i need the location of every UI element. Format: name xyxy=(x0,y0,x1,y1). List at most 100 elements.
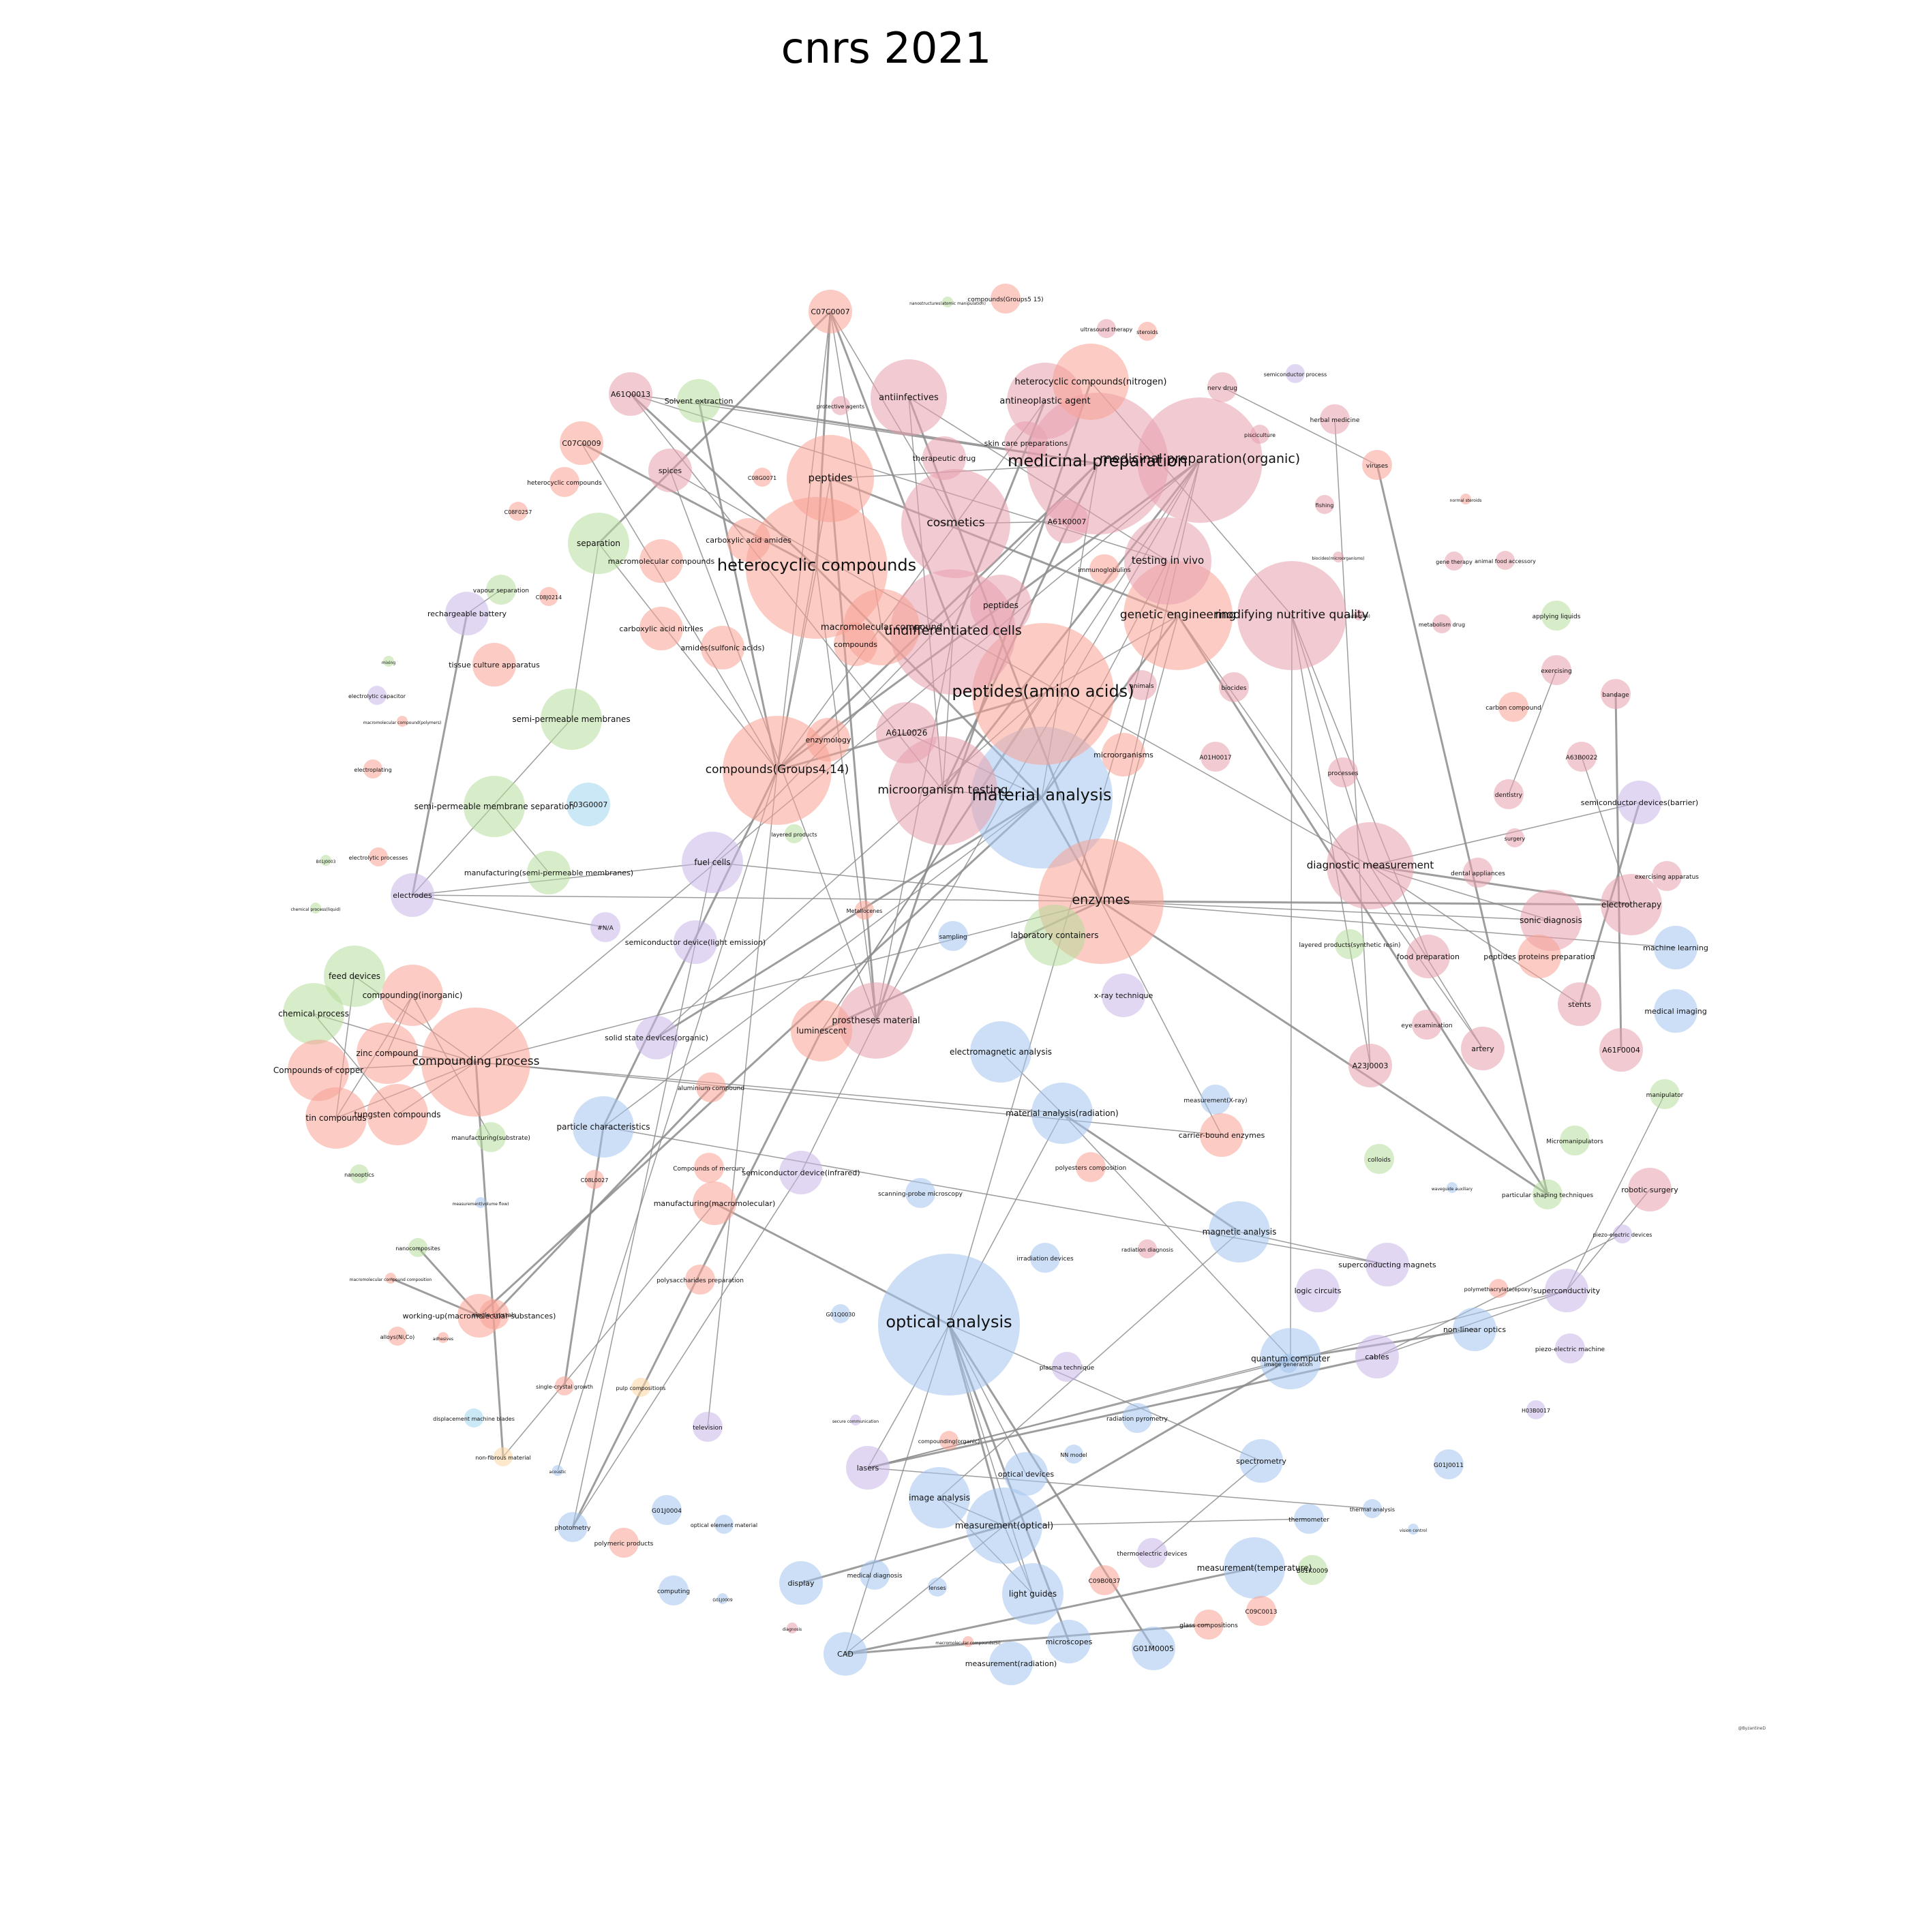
graph-node xyxy=(674,920,717,964)
graph-node xyxy=(558,1512,588,1542)
graph-node xyxy=(1004,421,1048,465)
graph-node xyxy=(779,1151,823,1194)
graph-node xyxy=(1348,1044,1392,1087)
graph-edge xyxy=(1222,387,1378,466)
node-label: electromagnetic analysis xyxy=(950,1047,1052,1057)
node-label: measurement(volume flow) xyxy=(452,1202,509,1207)
graph-edge xyxy=(597,310,832,545)
graph-node xyxy=(723,716,832,825)
node-label: particle characteristics xyxy=(556,1122,650,1132)
graph-node xyxy=(1047,1620,1091,1663)
node-label: laboratory containers xyxy=(1011,931,1099,940)
node-label: therapeutic drug xyxy=(913,454,976,463)
node-label: #N/A xyxy=(597,925,614,932)
node-label: dental appliances xyxy=(1451,871,1505,877)
graph-node xyxy=(1076,1152,1106,1182)
graph-node xyxy=(1447,1182,1458,1193)
node-label: herbal medicine xyxy=(1310,417,1360,424)
graph-edge xyxy=(474,1061,504,1458)
graph-node xyxy=(1207,372,1237,402)
node-label: photometry xyxy=(555,1525,591,1532)
node-label: separation xyxy=(577,539,620,548)
graph-node xyxy=(486,575,516,605)
node-label: machine learning xyxy=(1643,944,1708,952)
graph-node xyxy=(791,1000,852,1061)
graph-node xyxy=(1297,1555,1327,1585)
node-label: carrier-bound enzymes xyxy=(1179,1131,1265,1140)
graph-node xyxy=(966,1488,1042,1564)
node-label: polysaccharides preparation xyxy=(656,1278,744,1284)
graph-edge xyxy=(1290,615,1293,1359)
graph-edge xyxy=(572,1172,802,1528)
node-label: electrotherapy xyxy=(1601,900,1661,909)
graph-edge xyxy=(502,1203,715,1458)
node-label: magnetic analysis xyxy=(1203,1227,1277,1237)
node-label: F03G0007 xyxy=(569,800,608,809)
graph-node xyxy=(938,921,968,951)
node-label: plasma technique xyxy=(1040,1365,1095,1372)
node-label: optical analysis xyxy=(886,1312,1012,1331)
node-label: feed devices xyxy=(329,971,380,981)
node-label: piezo-electric machine xyxy=(1535,1346,1605,1353)
node-label: nerv drug xyxy=(1207,385,1237,392)
graph-node xyxy=(989,1642,1033,1685)
node-label: C08J0214 xyxy=(536,594,562,601)
node-label: biocides xyxy=(1221,685,1246,692)
node-label: eye examination xyxy=(1401,1023,1452,1029)
graph-node xyxy=(1526,1400,1545,1419)
graph-node xyxy=(846,1446,890,1490)
graph-node xyxy=(1286,364,1305,383)
graph-node xyxy=(1601,679,1631,709)
graph-node xyxy=(1089,1565,1119,1595)
node-label: peptides xyxy=(809,472,853,484)
graph-node xyxy=(1224,1537,1285,1599)
graph-node xyxy=(831,396,850,415)
node-label: NN model xyxy=(1060,1452,1087,1458)
graph-node xyxy=(809,290,852,333)
node-label: G01J0004 xyxy=(652,1508,682,1515)
graph-node xyxy=(305,1087,367,1149)
node-label: lasers xyxy=(857,1464,879,1473)
graph-node xyxy=(1127,670,1157,700)
node-label: compounds(Groups5 15) xyxy=(967,297,1043,303)
graph-node xyxy=(609,1528,639,1558)
node-label: optical devices xyxy=(998,1470,1055,1479)
node-label: H03B0017 xyxy=(1522,1408,1550,1414)
node-label: B81K0009 xyxy=(1297,1568,1329,1575)
node-label: semiconductor process xyxy=(1264,372,1327,378)
node-label: biocides(microorganisms) xyxy=(1312,556,1364,561)
node-label: chemical process xyxy=(278,1009,349,1018)
graph-edge xyxy=(1370,802,1640,866)
graph-node xyxy=(609,372,652,416)
graph-node xyxy=(1463,858,1493,888)
graph-node xyxy=(939,1431,959,1450)
graph-node xyxy=(283,983,344,1044)
graph-node xyxy=(806,718,850,761)
node-label: dentistry xyxy=(1495,792,1523,799)
graph-node xyxy=(1494,779,1524,809)
node-label: G01Q0030 xyxy=(826,1312,855,1318)
node-label: B01J0003 xyxy=(316,860,336,864)
graph-edge xyxy=(1614,693,1622,1051)
node-label: metabolism drug xyxy=(1419,622,1465,628)
graph-node xyxy=(693,1181,736,1225)
graph-node xyxy=(445,592,489,635)
graph-edge xyxy=(412,894,1102,902)
graph-node xyxy=(1618,781,1661,824)
graph-edge xyxy=(581,442,778,771)
graph-node xyxy=(631,1378,650,1397)
graph-edge xyxy=(475,1061,1063,1114)
node-label: cosmetics xyxy=(926,516,984,530)
node-label: peptides proteins preparation xyxy=(1483,952,1595,961)
graph-node xyxy=(909,1467,970,1528)
node-label: semiconductor device(infrared) xyxy=(742,1168,860,1177)
node-label: thermoelectric devices xyxy=(1117,1551,1188,1558)
graph-node xyxy=(1002,1563,1063,1625)
graph-node xyxy=(1412,1010,1442,1040)
graph-node xyxy=(1445,552,1464,571)
node-label: Metallocenes xyxy=(847,908,883,914)
node-label: acoustic xyxy=(549,1470,567,1475)
node-label: material analysis(radiation) xyxy=(1006,1108,1118,1118)
node-label: compounding(inorganic) xyxy=(363,991,463,1000)
node-label: C08L0027 xyxy=(581,1177,609,1183)
